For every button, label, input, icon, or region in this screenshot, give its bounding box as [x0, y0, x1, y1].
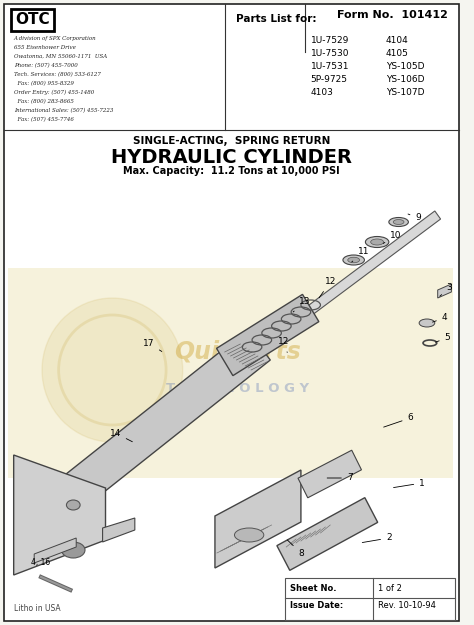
- Polygon shape: [277, 498, 378, 571]
- Text: 1U-7531: 1U-7531: [310, 62, 349, 71]
- Text: 12: 12: [278, 338, 289, 352]
- Bar: [285, 578, 456, 620]
- Polygon shape: [102, 518, 135, 542]
- Text: HYDRAULIC CYLINDER: HYDRAULIC CYLINDER: [111, 148, 352, 167]
- Bar: [8, 268, 453, 478]
- Polygon shape: [438, 284, 451, 298]
- Ellipse shape: [393, 219, 404, 224]
- Ellipse shape: [343, 255, 365, 265]
- Text: 5P-9725: 5P-9725: [310, 75, 348, 84]
- Text: 8: 8: [287, 540, 304, 558]
- Polygon shape: [47, 330, 270, 519]
- Text: 14: 14: [109, 429, 132, 442]
- Polygon shape: [14, 455, 106, 575]
- Polygon shape: [34, 538, 76, 563]
- Text: Form No.  101412: Form No. 101412: [337, 10, 448, 20]
- Polygon shape: [298, 450, 362, 498]
- Ellipse shape: [235, 528, 264, 542]
- FancyBboxPatch shape: [11, 9, 54, 31]
- Polygon shape: [217, 294, 319, 376]
- Text: 1 of 2: 1 of 2: [378, 584, 402, 593]
- Text: 4, 16: 4, 16: [31, 558, 51, 566]
- Text: 6: 6: [383, 414, 413, 427]
- Text: 4103: 4103: [310, 88, 334, 97]
- Text: OTC: OTC: [15, 12, 50, 27]
- Ellipse shape: [66, 500, 80, 510]
- Text: A division of SPX Corporation: A division of SPX Corporation: [14, 36, 96, 41]
- Text: 2: 2: [362, 534, 392, 542]
- Text: Quick: Quick: [174, 340, 249, 364]
- Text: Fax: (800) 955-8329: Fax: (800) 955-8329: [14, 81, 73, 86]
- Text: SINGLE-ACTING,  SPRING RETURN: SINGLE-ACTING, SPRING RETURN: [133, 136, 330, 146]
- Text: Phone: (507) 455-7000: Phone: (507) 455-7000: [14, 63, 77, 68]
- Text: Rev. 10-10-94: Rev. 10-10-94: [378, 601, 436, 610]
- Text: YS-106D: YS-106D: [386, 75, 424, 84]
- Text: 4: 4: [432, 314, 447, 322]
- Ellipse shape: [389, 217, 409, 226]
- Text: 1U-7529: 1U-7529: [310, 36, 349, 45]
- Text: Fax: (800) 283-8665: Fax: (800) 283-8665: [14, 99, 73, 104]
- Ellipse shape: [348, 258, 360, 262]
- Polygon shape: [215, 470, 301, 568]
- Text: Litho in USA: Litho in USA: [14, 604, 60, 613]
- Text: 655 Eisenhower Drive: 655 Eisenhower Drive: [14, 45, 75, 50]
- Circle shape: [42, 298, 182, 442]
- Text: 4104: 4104: [386, 36, 409, 45]
- Text: 13: 13: [293, 298, 310, 312]
- Text: 10: 10: [383, 231, 401, 243]
- Text: 9: 9: [408, 214, 421, 222]
- Text: 1: 1: [393, 479, 425, 488]
- Text: Parts: Parts: [233, 340, 301, 364]
- Text: Issue Date:: Issue Date:: [290, 601, 344, 610]
- Text: YS-105D: YS-105D: [386, 62, 424, 71]
- Text: YS-107D: YS-107D: [386, 88, 424, 97]
- Text: 3: 3: [440, 284, 452, 296]
- Ellipse shape: [365, 236, 389, 248]
- Text: 11: 11: [352, 248, 369, 262]
- Text: 12: 12: [319, 278, 336, 298]
- Text: Parts List for:: Parts List for:: [237, 14, 317, 24]
- Text: 7: 7: [327, 474, 353, 482]
- Text: T E C H N O L O G Y: T E C H N O L O G Y: [166, 381, 309, 394]
- Text: 1U-7530: 1U-7530: [310, 49, 349, 58]
- Text: Owatonna, MN 55060-1171  USA: Owatonna, MN 55060-1171 USA: [14, 54, 107, 59]
- Text: Fax: (507) 455-7746: Fax: (507) 455-7746: [14, 117, 73, 122]
- Ellipse shape: [62, 542, 85, 558]
- Text: 4105: 4105: [386, 49, 409, 58]
- Ellipse shape: [371, 239, 383, 245]
- Polygon shape: [51, 211, 440, 506]
- Ellipse shape: [419, 319, 435, 327]
- Text: International Sales: (507) 455-7223: International Sales: (507) 455-7223: [14, 108, 113, 113]
- Text: Order Entry: (507) 455-1480: Order Entry: (507) 455-1480: [14, 90, 94, 95]
- Text: Max. Capacity:  11.2 Tons at 10,000 PSI: Max. Capacity: 11.2 Tons at 10,000 PSI: [123, 166, 340, 176]
- Text: Tech. Services: (800) 533-6127: Tech. Services: (800) 533-6127: [14, 72, 100, 77]
- Text: 17: 17: [143, 339, 162, 351]
- Text: Sheet No.: Sheet No.: [290, 584, 337, 593]
- Text: 5: 5: [436, 334, 450, 342]
